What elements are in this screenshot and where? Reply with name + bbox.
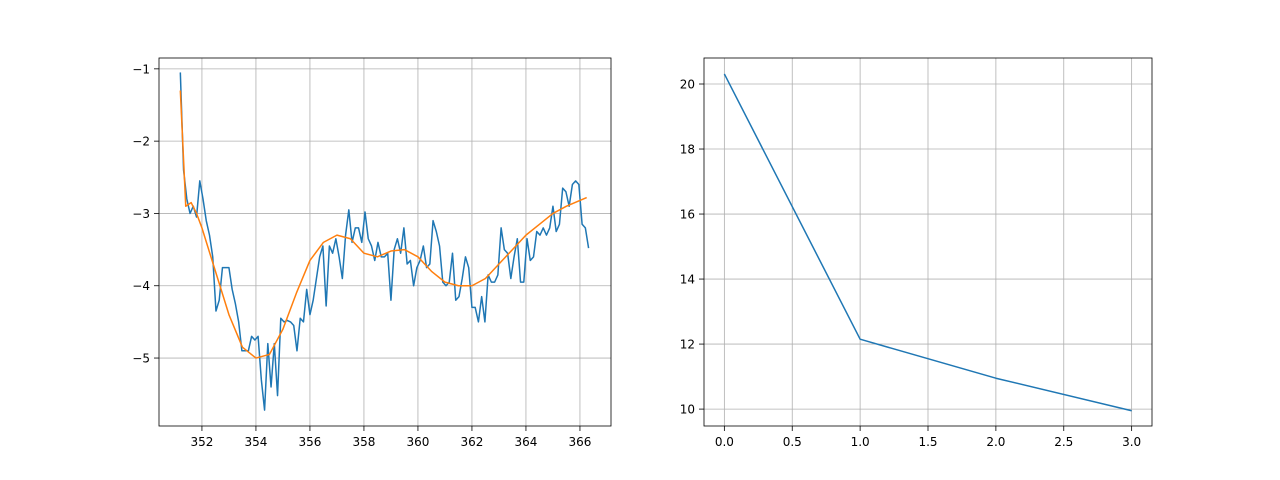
x-tick-label: 0.5 (783, 435, 802, 449)
y-tick-label: 16 (680, 208, 695, 222)
x-tick-label: 1.5 (918, 435, 937, 449)
x-tick-label: 0.0 (715, 435, 734, 449)
x-tick-label: 3.0 (1122, 435, 1141, 449)
y-tick-label: −4 (132, 279, 150, 293)
axes-frame (158, 57, 612, 427)
y-tick-label: −1 (132, 62, 150, 76)
y-tick-label: −3 (132, 207, 150, 221)
y-tick-label: 20 (680, 78, 695, 92)
x-tick-label: 358 (352, 435, 375, 449)
x-tick-label: 364 (514, 435, 537, 449)
y-tick-label: 12 (680, 338, 695, 352)
x-tick-label: 354 (244, 435, 267, 449)
y-tick-label: 14 (680, 273, 695, 287)
x-tick-label: 360 (406, 435, 429, 449)
x-tick-label: 362 (460, 435, 483, 449)
x-tick-label: 2.5 (1054, 435, 1073, 449)
x-tick-label: 356 (298, 435, 321, 449)
line-series (179, 72, 590, 411)
x-tick-label: 2.0 (986, 435, 1005, 449)
x-tick-label: 366 (568, 435, 591, 449)
y-tick-label: −5 (132, 352, 150, 366)
axes-frame (703, 57, 1153, 427)
x-tick-label: 1.0 (851, 435, 870, 449)
y-tick-label: −2 (132, 135, 150, 149)
line-series (723, 73, 1132, 412)
y-tick-label: 10 (680, 403, 695, 417)
y-tick-label: 18 (680, 143, 695, 157)
x-tick-label: 352 (190, 435, 213, 449)
line-series (179, 90, 587, 359)
